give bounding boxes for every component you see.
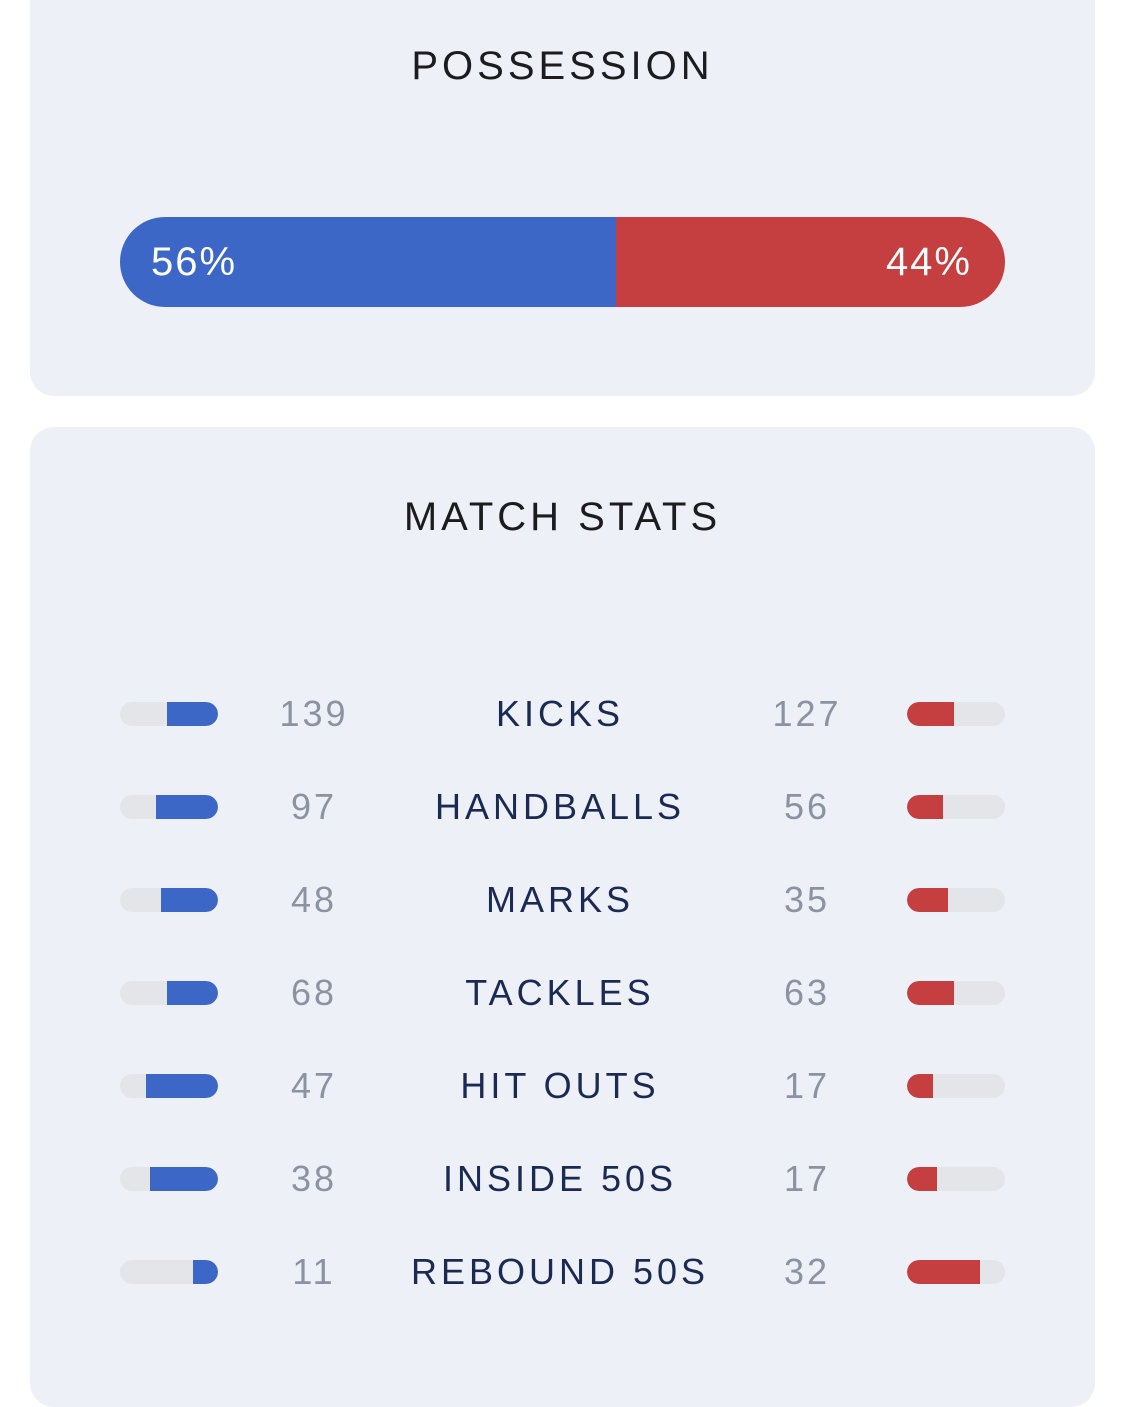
- away-stat-bar: [907, 1167, 1005, 1191]
- home-stat-value: 68: [290, 972, 338, 1013]
- home-stat-value: 38: [290, 1158, 338, 1199]
- home-stat-bar: [120, 981, 218, 1005]
- home-stat-bar-fill: [192, 1260, 218, 1284]
- stat-label: HANDBALLS: [434, 786, 686, 827]
- away-stat-bar: [907, 1074, 1005, 1098]
- stat-label: KICKS: [495, 693, 625, 734]
- stat-label: REBOUND 50S: [410, 1251, 710, 1292]
- home-stat-value: 139: [279, 693, 349, 734]
- stat-row-marks: 48 MARKS 35: [30, 853, 1095, 946]
- away-stat-bar: [907, 888, 1005, 912]
- home-stat-value: 47: [290, 1065, 338, 1106]
- away-stat-bar-fill: [907, 795, 943, 819]
- away-stat-value: 127: [772, 693, 842, 734]
- away-stat-bar-fill: [907, 702, 954, 726]
- home-stat-bar-fill: [161, 888, 218, 912]
- possession-home-label: 56%: [151, 240, 238, 284]
- stat-row-handballs: 97 HANDBALLS 56: [30, 760, 1095, 853]
- home-stat-bar-fill: [146, 1074, 218, 1098]
- stat-label: MARKS: [485, 879, 635, 920]
- away-stat-value: 56: [783, 786, 831, 827]
- away-stat-value: 17: [783, 1158, 831, 1199]
- stat-row-hit-outs: 47 HIT OUTS 17: [30, 1039, 1095, 1132]
- match-stats-card: MATCH STATS 139 KICKS 127 97 HANDBALLS 56 48 MA…: [30, 427, 1095, 1407]
- away-stat-bar: [907, 702, 1005, 726]
- match-stats-list: 139 KICKS 127 97 HANDBALLS 56 48 MARKS 35 68 TACKL…: [30, 667, 1095, 1318]
- home-stat-bar: [120, 702, 218, 726]
- home-stat-bar: [120, 1260, 218, 1284]
- home-stat-bar-fill: [155, 795, 218, 819]
- away-stat-bar: [907, 981, 1005, 1005]
- possession-card: POSSESSION 56% 44%: [30, 0, 1095, 396]
- possession-title: POSSESSION: [411, 44, 714, 88]
- home-stat-bar: [120, 1167, 218, 1191]
- home-stat-bar-fill: [166, 702, 218, 726]
- away-stat-bar: [907, 795, 1005, 819]
- stat-row-rebound-50s: 11 REBOUND 50S 32: [30, 1225, 1095, 1318]
- home-stat-value: 48: [290, 879, 338, 920]
- away-stat-bar-fill: [907, 1167, 938, 1191]
- home-stat-bar: [120, 1074, 218, 1098]
- possession-away-segment: 44%: [615, 217, 1005, 307]
- stat-row-kicks: 139 KICKS 127: [30, 667, 1095, 760]
- stat-label: TACKLES: [465, 972, 655, 1013]
- home-stat-bar-fill: [150, 1167, 218, 1191]
- home-stat-value: 11: [292, 1251, 336, 1292]
- possession-home-segment: 56%: [120, 217, 616, 307]
- away-stat-value: 17: [783, 1065, 831, 1106]
- away-stat-value: 35: [783, 879, 831, 920]
- home-stat-bar: [120, 888, 218, 912]
- home-stat-value: 97: [290, 786, 338, 827]
- away-stat-bar-fill: [907, 888, 949, 912]
- home-stat-bar: [120, 795, 218, 819]
- away-stat-value: 32: [783, 1251, 831, 1292]
- possession-away-label: 44%: [885, 240, 972, 284]
- stat-label: INSIDE 50S: [442, 1158, 678, 1199]
- away-stat-bar-fill: [907, 1074, 934, 1098]
- stat-label: HIT OUTS: [460, 1065, 660, 1106]
- match-stats-title: MATCH STATS: [403, 495, 722, 539]
- away-stat-value: 63: [783, 972, 831, 1013]
- stat-row-inside-50s: 38 INSIDE 50S 17: [30, 1132, 1095, 1225]
- away-stat-bar-fill: [907, 1260, 980, 1284]
- home-stat-bar-fill: [167, 981, 218, 1005]
- possession-bar: 56% 44%: [120, 217, 1005, 307]
- away-stat-bar: [907, 1260, 1005, 1284]
- stat-row-tackles: 68 TACKLES 63: [30, 946, 1095, 1039]
- away-stat-bar-fill: [907, 981, 955, 1005]
